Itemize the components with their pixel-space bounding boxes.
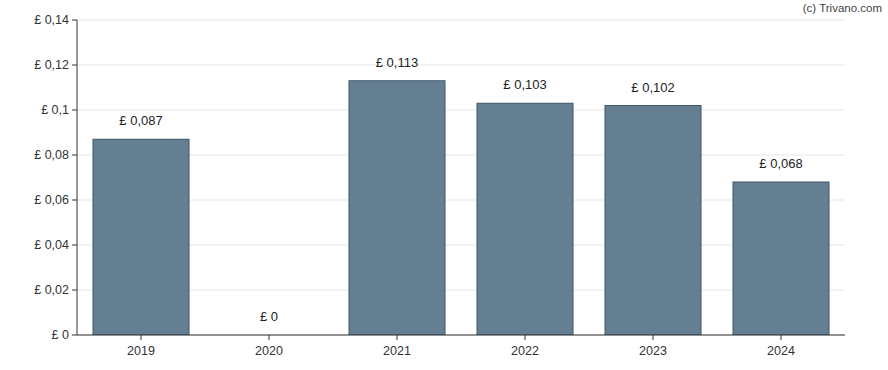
x-tick-label: 2020 <box>255 344 283 358</box>
data-label: £ 0,087 <box>119 113 162 128</box>
bar <box>93 139 189 335</box>
x-tick <box>397 335 398 340</box>
x-tick-label: 2019 <box>127 344 155 358</box>
y-tick-label: £ 0,02 <box>34 283 69 297</box>
y-tick-label: £ 0,04 <box>34 238 69 252</box>
y-tick-label: £ 0,08 <box>34 148 69 162</box>
credit: (c) Trivano.com <box>803 2 882 14</box>
grid-line <box>77 245 845 246</box>
x-tick <box>269 335 270 340</box>
grid-line <box>77 155 845 156</box>
data-label: £ 0,103 <box>503 77 546 92</box>
bar <box>349 81 445 335</box>
x-tick <box>781 335 782 340</box>
y-tick-label: £ 0,14 <box>34 13 69 27</box>
grid-line <box>77 110 845 111</box>
grid-line <box>77 65 845 66</box>
y-tick-label: £ 0,12 <box>34 58 69 72</box>
y-tick <box>72 290 77 291</box>
y-tick <box>72 155 77 156</box>
y-axis <box>77 20 78 335</box>
y-tick <box>72 245 77 246</box>
bar <box>477 103 573 335</box>
chart: £ 0 £ 0,02 £ 0,04 £ 0,06 £ 0,08 £ 0,1 £ 0,12 £ … <box>0 0 888 370</box>
x-tick <box>525 335 526 340</box>
y-tick <box>72 335 77 336</box>
bar <box>605 106 701 336</box>
data-label: £ 0,102 <box>631 80 674 95</box>
x-tick-label: 2024 <box>767 344 795 358</box>
x-tick-label: 2022 <box>511 344 539 358</box>
data-label: £ 0,113 <box>376 55 418 70</box>
y-tick <box>72 110 77 111</box>
grid-line <box>77 290 845 291</box>
y-tick-label: £ 0,1 <box>41 103 69 117</box>
data-label: £ 0 <box>260 309 278 324</box>
x-tick-label: 2023 <box>639 344 667 358</box>
x-tick-label: 2021 <box>383 344 411 358</box>
x-tick <box>141 335 142 340</box>
data-label: £ 0,068 <box>759 156 802 171</box>
x-tick <box>653 335 654 340</box>
y-tick <box>72 200 77 201</box>
grid-line <box>77 200 845 201</box>
y-tick-label: £ 0 <box>52 328 69 342</box>
bars <box>93 81 829 335</box>
y-tick-label: £ 0,06 <box>34 193 69 207</box>
grid-line <box>77 20 845 21</box>
y-tick <box>72 65 77 66</box>
grid-line <box>77 335 845 336</box>
y-tick <box>72 20 77 21</box>
x-axis <box>77 335 845 336</box>
bar <box>733 182 829 335</box>
